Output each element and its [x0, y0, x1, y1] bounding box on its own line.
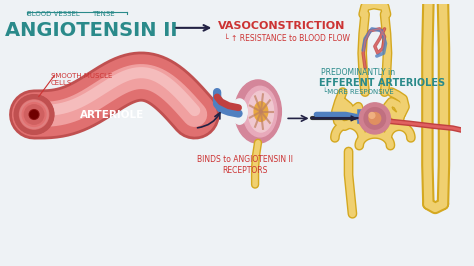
- Circle shape: [24, 105, 44, 124]
- Circle shape: [369, 113, 381, 124]
- Text: BLOOD VESSEL: BLOOD VESSEL: [27, 11, 80, 17]
- Circle shape: [359, 103, 391, 134]
- Circle shape: [369, 113, 375, 118]
- Text: TENSE: TENSE: [92, 11, 115, 17]
- Text: ARTERIOLE: ARTERIOLE: [80, 110, 144, 119]
- Circle shape: [15, 95, 54, 134]
- Text: PREDOMINANTLY in: PREDOMINANTLY in: [321, 68, 395, 77]
- Circle shape: [19, 100, 49, 129]
- Circle shape: [30, 111, 38, 118]
- Circle shape: [29, 110, 39, 119]
- Text: └MORE RESPONSIVE: └MORE RESPONSIVE: [323, 88, 394, 95]
- Text: BINDS to ANGIOTENSIN II
RECEPTORS: BINDS to ANGIOTENSIN II RECEPTORS: [197, 155, 293, 175]
- Ellipse shape: [235, 80, 282, 143]
- Ellipse shape: [232, 99, 247, 124]
- Text: SMOOTH MUSCLE
CELLS: SMOOTH MUSCLE CELLS: [51, 73, 112, 86]
- Ellipse shape: [243, 86, 277, 137]
- Ellipse shape: [254, 102, 268, 121]
- Text: EFFERENT ARTERIOLES: EFFERENT ARTERIOLES: [319, 77, 446, 88]
- Text: ANGIOTENSIN II: ANGIOTENSIN II: [5, 21, 177, 40]
- Circle shape: [364, 108, 385, 129]
- Text: VASOCONSTRICTION: VASOCONSTRICTION: [218, 21, 346, 31]
- Text: └ ↑ RESISTANCE to BLOOD FLOW: └ ↑ RESISTANCE to BLOOD FLOW: [224, 34, 350, 43]
- Ellipse shape: [248, 91, 273, 132]
